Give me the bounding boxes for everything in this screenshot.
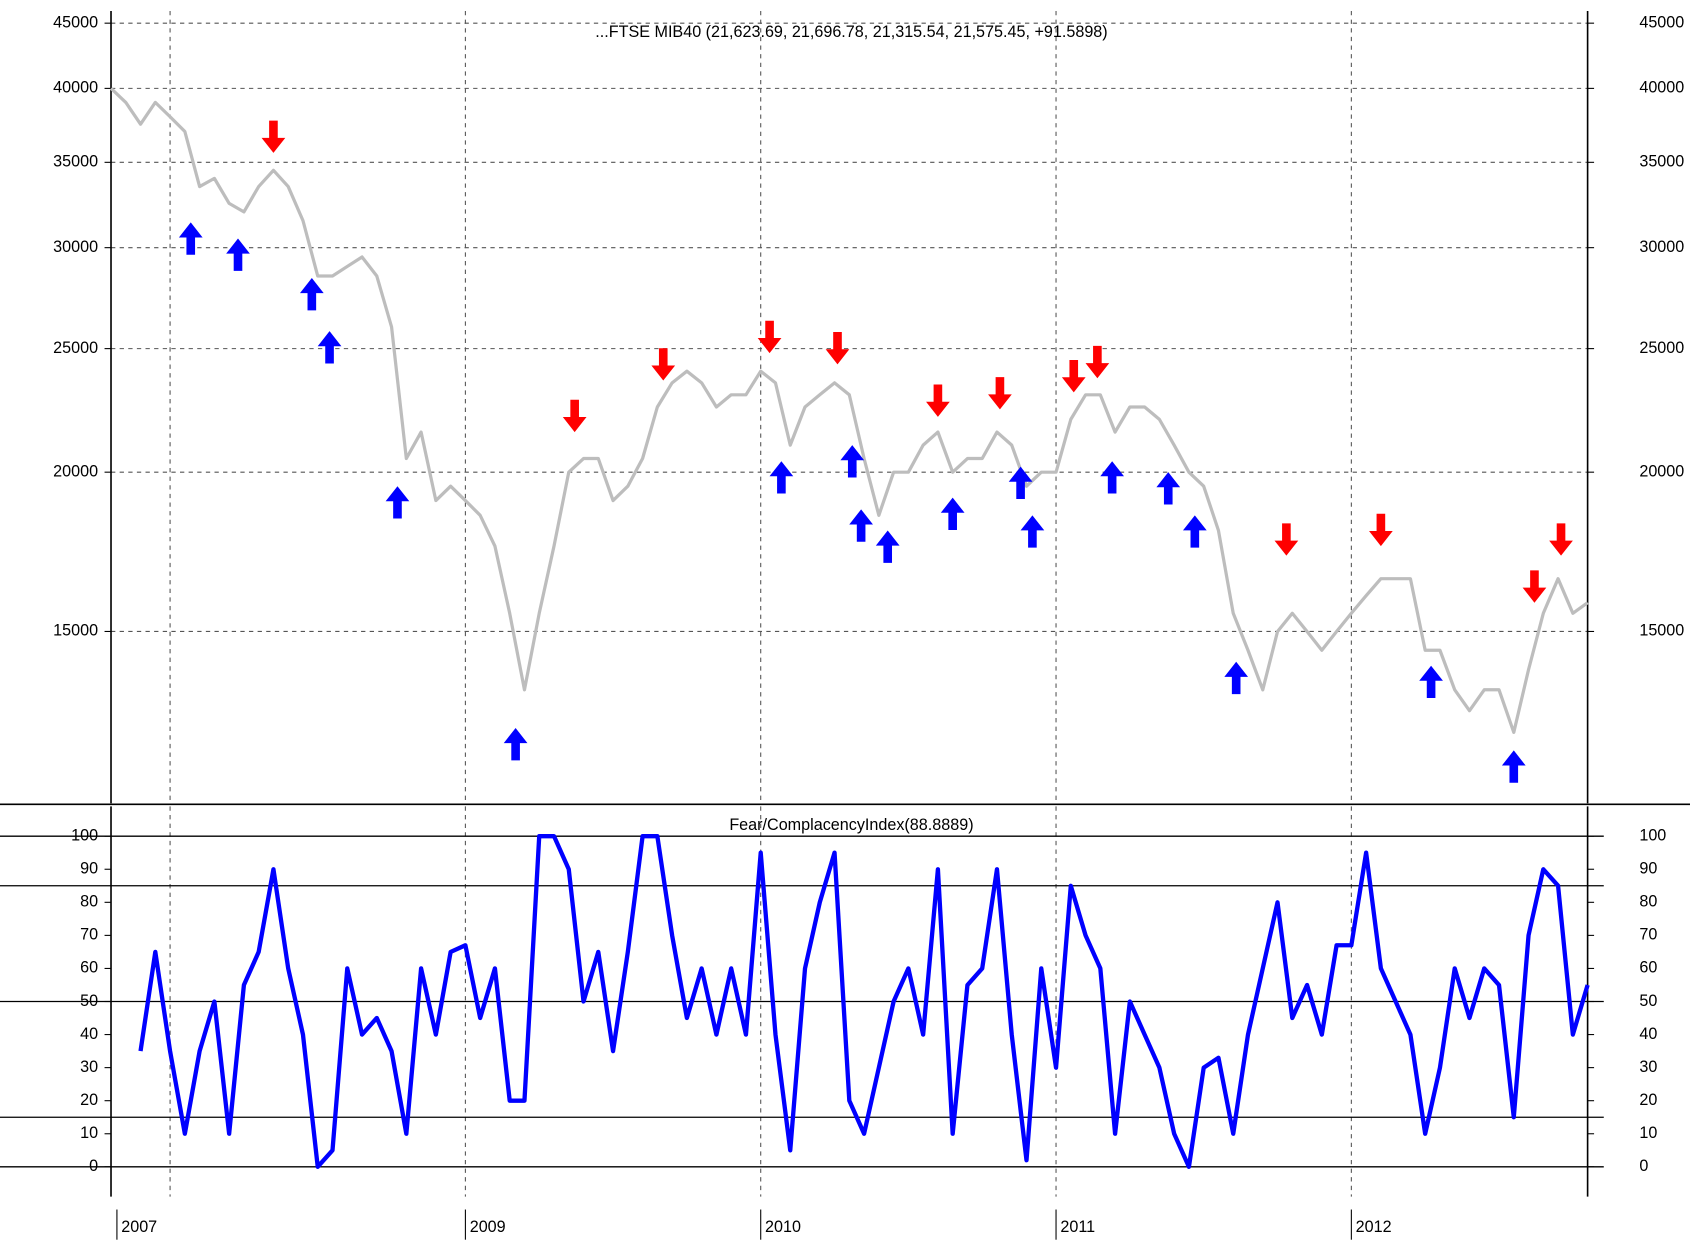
buy-arrow bbox=[317, 331, 342, 364]
y-tick-label: 15000 bbox=[53, 622, 98, 640]
sell-arrow bbox=[1522, 570, 1547, 603]
series-line bbox=[109, 87, 1589, 734]
buy-arrow bbox=[503, 727, 528, 761]
buy-arrow bbox=[1501, 750, 1526, 783]
buy-arrow bbox=[1156, 472, 1181, 505]
sell-arrow bbox=[261, 120, 286, 153]
sell-arrow bbox=[1061, 360, 1086, 393]
y-tick-label: 45000 bbox=[53, 13, 98, 31]
y-tick-label: 30000 bbox=[53, 238, 98, 256]
x-tick-label: 2012 bbox=[1356, 1218, 1392, 1236]
y-tick-label: 80 bbox=[80, 893, 98, 911]
y-tick-label: 90 bbox=[80, 860, 98, 878]
buy-arrow bbox=[226, 238, 250, 271]
y-tick-label-right: 0 bbox=[1639, 1157, 1648, 1175]
x-tick-label: 2011 bbox=[1060, 1218, 1095, 1236]
x-tick-label: 2010 bbox=[765, 1218, 801, 1236]
series-line bbox=[138, 834, 1590, 1169]
buy-arrow bbox=[1224, 661, 1249, 695]
y-tick-label-right: 30000 bbox=[1639, 238, 1684, 256]
y-tick-label: 20 bbox=[80, 1091, 98, 1109]
buy-arrow bbox=[1008, 466, 1033, 499]
buy-arrow bbox=[299, 278, 324, 311]
buy-arrow bbox=[875, 530, 900, 563]
y-tick-label-right: 80 bbox=[1639, 893, 1657, 911]
x-tick-label: 2007 bbox=[121, 1218, 157, 1236]
y-tick-label-right: 40 bbox=[1639, 1025, 1657, 1043]
sell-arrow bbox=[1369, 513, 1393, 547]
y-tick-label: 40000 bbox=[53, 79, 98, 97]
y-tick-label: 10 bbox=[80, 1124, 98, 1142]
y-tick-label-right: 100 bbox=[1639, 826, 1666, 844]
y-tick-label-right: 45000 bbox=[1639, 13, 1684, 31]
y-tick-label-right: 25000 bbox=[1639, 339, 1684, 357]
sell-arrow bbox=[757, 320, 782, 354]
sell-arrow bbox=[926, 384, 950, 417]
buy-arrow bbox=[849, 509, 873, 542]
y-tick-label-right: 90 bbox=[1639, 860, 1657, 878]
y-tick-label: 70 bbox=[80, 926, 98, 944]
y-tick-label: 40 bbox=[80, 1025, 98, 1043]
buy-arrow bbox=[178, 222, 203, 255]
y-tick-label-right: 20 bbox=[1639, 1091, 1657, 1109]
y-tick-label-right: 40000 bbox=[1639, 79, 1684, 97]
y-tick-label: 30 bbox=[80, 1058, 98, 1076]
y-tick-label-right: 70 bbox=[1639, 926, 1657, 944]
y-tick-label: 25000 bbox=[53, 339, 98, 357]
y-tick-label-right: 60 bbox=[1639, 959, 1657, 977]
sell-arrow bbox=[1085, 345, 1110, 379]
y-tick-label-right: 15000 bbox=[1639, 622, 1684, 640]
y-tick-label: 20000 bbox=[53, 462, 98, 480]
y-tick-label: 50 bbox=[80, 992, 98, 1010]
y-tick-label-right: 10 bbox=[1639, 1124, 1657, 1142]
sell-arrow bbox=[562, 399, 587, 433]
y-tick-label-right: 35000 bbox=[1639, 153, 1684, 171]
y-tick-label-right: 50 bbox=[1639, 992, 1657, 1010]
buy-arrow bbox=[1100, 461, 1125, 494]
buy-arrow bbox=[1419, 665, 1443, 699]
buy-arrow bbox=[1182, 515, 1207, 548]
index-title: Fear/ComplacencyIndex(88.8889) bbox=[729, 816, 973, 834]
y-tick-label: 0 bbox=[89, 1157, 98, 1175]
y-tick-label: 35000 bbox=[53, 153, 98, 171]
y-tick-label-right: 30 bbox=[1639, 1058, 1657, 1076]
y-tick-label: 60 bbox=[80, 959, 98, 977]
buy-arrow bbox=[385, 486, 410, 519]
y-tick-label-right: 20000 bbox=[1639, 462, 1684, 480]
buy-arrow bbox=[769, 461, 794, 494]
y-tick-label: 100 bbox=[71, 826, 98, 844]
x-tick-label: 2009 bbox=[470, 1218, 506, 1236]
buy-arrow bbox=[1020, 515, 1045, 548]
buy-arrow bbox=[840, 445, 865, 478]
price-title: ...FTSE MIB40 (21,623.69, 21,696.78, 21,… bbox=[595, 23, 1107, 41]
sell-arrow bbox=[988, 377, 1012, 410]
buy-arrow bbox=[940, 497, 965, 531]
sell-arrow bbox=[651, 348, 676, 381]
sell-arrow bbox=[1549, 523, 1573, 556]
sell-arrow bbox=[1274, 523, 1299, 556]
sell-arrow bbox=[825, 332, 850, 365]
